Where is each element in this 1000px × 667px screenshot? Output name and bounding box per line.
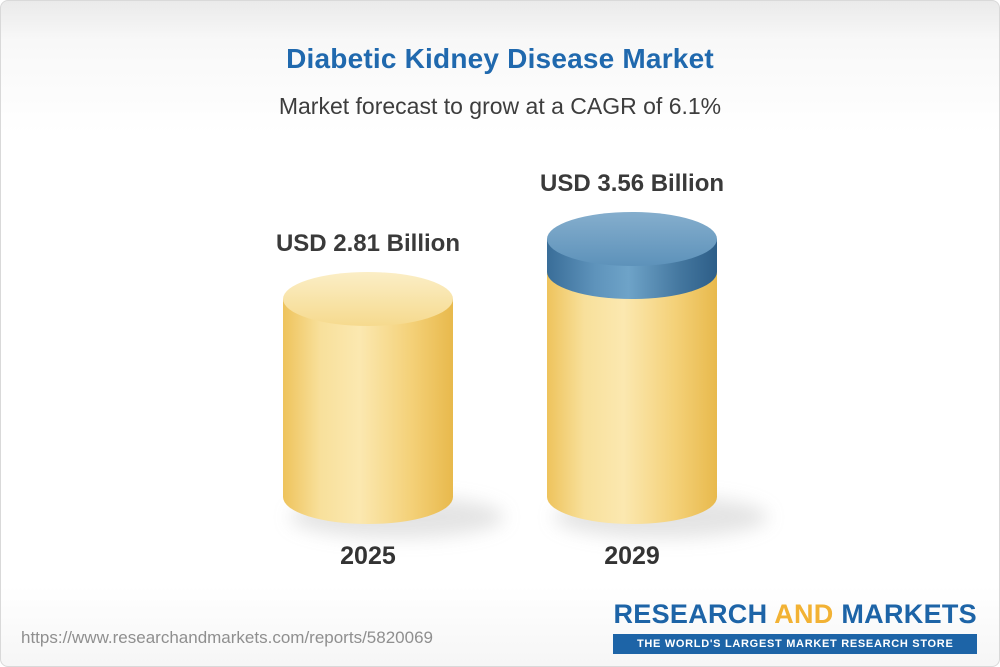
bar-body-2025 — [282, 299, 453, 524]
bar-value-label-2029: USD 3.56 Billion — [540, 170, 725, 197]
logo-word-markets: MARKETS — [841, 599, 977, 629]
logo-wordmark: RESEARCH AND MARKETS — [613, 599, 977, 630]
axis-label-2025: 2025 — [340, 542, 396, 570]
bar-group-2025: USD 2.81 Billion 2025 — [275, 230, 504, 571]
logo-tagline: THE WORLD'S LARGEST MARKET RESEARCH STOR… — [613, 634, 977, 654]
logo-word-and: AND — [767, 599, 842, 629]
chart-header: Diabetic Kidney Disease Market Market fo… — [1, 1, 999, 120]
axis-label-2029: 2029 — [604, 542, 660, 570]
bar-value-label-2025: USD 2.81 Billion — [275, 230, 460, 257]
report-url-link[interactable]: https://www.researchandmarkets.com/repor… — [21, 628, 433, 647]
chart-area: USD 2.81 Billion 2025 USD 3.56 Billion 2… — [1, 141, 999, 571]
page-subtitle: Market forecast to grow at a CAGR of 6.1… — [278, 93, 722, 119]
research-and-markets-logo: RESEARCH AND MARKETS THE WORLD'S LARGEST… — [613, 599, 977, 654]
bar-cylinder-2029 — [547, 212, 768, 538]
bar-group-2029: USD 3.56 Billion 2029 — [540, 170, 768, 571]
logo-word-research: RESEARCH — [613, 599, 768, 629]
page-title: Diabetic Kidney Disease Market — [286, 43, 714, 74]
bar-top-ellipse-2029 — [547, 212, 718, 266]
bar-top-ellipse-2025 — [282, 272, 453, 326]
bar-cylinder-2025 — [282, 272, 504, 538]
